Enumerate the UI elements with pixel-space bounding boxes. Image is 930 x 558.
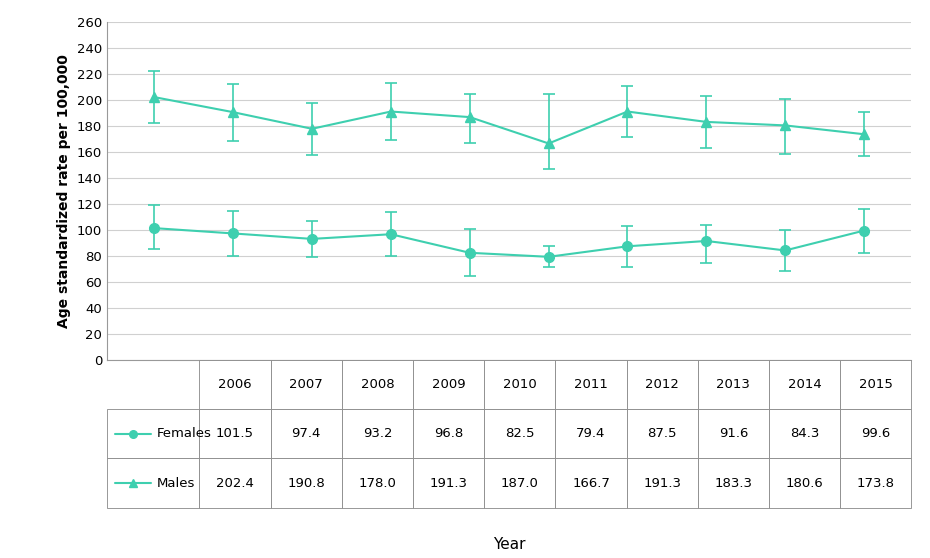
Text: 2011: 2011 [574,378,608,391]
Bar [342,360,413,409]
Bar [769,360,840,409]
Text: 99.6: 99.6 [861,427,890,440]
Text: 96.8: 96.8 [434,427,463,440]
Text: 187.0: 187.0 [501,477,538,489]
Text: 97.4: 97.4 [292,427,321,440]
Text: 2014: 2014 [788,378,821,391]
Text: 84.3: 84.3 [790,427,819,440]
Bar [199,409,271,459]
Text: 79.4: 79.4 [577,427,605,440]
Bar [840,409,911,459]
Text: 2012: 2012 [645,378,679,391]
Bar [698,360,769,409]
Bar [271,409,342,459]
Bar [485,409,555,459]
Text: Males: Males [157,477,195,489]
Bar [107,459,199,508]
Bar [485,459,555,508]
Bar [485,360,555,409]
Text: 2006: 2006 [219,378,252,391]
Text: 2013: 2013 [716,378,751,391]
Text: 2008: 2008 [361,378,394,391]
Text: 2015: 2015 [859,378,893,391]
Text: 82.5: 82.5 [505,427,535,440]
Text: 101.5: 101.5 [216,427,254,440]
Text: 166.7: 166.7 [572,477,610,489]
Text: 190.8: 190.8 [287,477,326,489]
Bar [413,360,485,409]
Bar [769,409,840,459]
Text: 87.5: 87.5 [647,427,677,440]
Text: 180.6: 180.6 [786,477,823,489]
Bar [840,459,911,508]
Bar [199,360,271,409]
Bar [698,459,769,508]
Text: 191.3: 191.3 [430,477,468,489]
Bar [271,360,342,409]
Bar [342,459,413,508]
Text: 202.4: 202.4 [216,477,254,489]
Text: 2007: 2007 [289,378,323,391]
Bar [342,409,413,459]
Bar [627,360,698,409]
Text: 91.6: 91.6 [719,427,748,440]
Text: Year: Year [493,537,525,551]
Bar [555,360,627,409]
Bar [769,459,840,508]
Bar [840,360,911,409]
Bar [627,459,698,508]
Y-axis label: Age standardized rate per 100,000: Age standardized rate per 100,000 [57,54,72,328]
Text: 93.2: 93.2 [363,427,392,440]
Bar [271,459,342,508]
Text: 191.3: 191.3 [644,477,681,489]
Bar [413,459,485,508]
Bar [698,409,769,459]
Text: 178.0: 178.0 [358,477,396,489]
Bar [627,409,698,459]
Bar [199,459,271,508]
Bar [555,409,627,459]
Bar [107,409,199,459]
Bar [555,459,627,508]
Text: Females: Females [157,427,212,440]
Text: 183.3: 183.3 [714,477,752,489]
Text: 173.8: 173.8 [857,477,895,489]
Bar [413,409,485,459]
Text: 2009: 2009 [432,378,465,391]
Text: 2010: 2010 [503,378,537,391]
